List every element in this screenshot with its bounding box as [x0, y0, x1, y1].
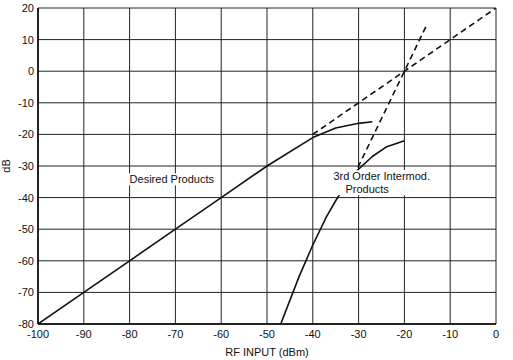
- chart-svg: -10 0 -90 -80 -70 -60 -50 -40 -30 -20 -10 0 -80 -70 -6…: [0, 0, 513, 360]
- x-tick-label: -20: [396, 328, 412, 340]
- y-grid-line: [38, 8, 496, 9]
- series-line: [281, 141, 405, 324]
- dashed-line: [313, 8, 496, 134]
- series-line: [38, 122, 372, 324]
- plot-area: [38, 8, 496, 324]
- y-tick-label: 0: [28, 65, 34, 77]
- label-background: [332, 170, 431, 195]
- x-axis-label: RF INPUT (dBm): [225, 346, 309, 358]
- y-tick-label: -60: [18, 255, 34, 267]
- x-tick-label: -60: [213, 328, 229, 340]
- y-tick-label: -40: [18, 192, 34, 204]
- x-axis-line: [38, 323, 496, 325]
- y-grid-line: [38, 292, 496, 293]
- y-tick-label: 20: [22, 2, 34, 14]
- series-label: Desired Products: [130, 173, 215, 185]
- y-grid-line: [38, 102, 496, 103]
- y-tick-label: -50: [18, 223, 34, 235]
- x-tick-label: -10: [442, 328, 458, 340]
- series-label: 3rd Order Intermod.Products: [333, 170, 430, 195]
- x-tick-label: -70: [167, 328, 183, 340]
- y-tick-label: -30: [18, 160, 34, 172]
- y-axis-label: dB: [0, 159, 12, 172]
- x-tick-label: -90: [76, 328, 92, 340]
- y-tick-label: 10: [22, 34, 34, 46]
- y-grid-line: [38, 134, 496, 135]
- dashed-line: [345, 24, 427, 195]
- y-grid-line: [38, 260, 496, 261]
- x-tick-label: -30: [351, 328, 367, 340]
- x-tick-label: -80: [122, 328, 138, 340]
- y-tick-label: -80: [18, 318, 34, 330]
- x-tick-label: 0: [493, 328, 499, 340]
- y-tick-label: -70: [18, 286, 34, 298]
- y-axis-line: [37, 8, 39, 324]
- label-background: [129, 173, 216, 185]
- y-tick-label: -20: [18, 128, 34, 140]
- x-grid-line: [38, 8, 39, 324]
- y-grid-line: [38, 324, 496, 325]
- y-grid-line: [38, 39, 496, 40]
- y-grid-line: [38, 229, 496, 230]
- x-tick-label: -50: [259, 328, 275, 340]
- grid: [38, 8, 496, 324]
- chart-container: -10 0 -90 -80 -70 -60 -50 -40 -30 -20 -10 0 -80 -70 -6…: [0, 0, 513, 360]
- y-grid-line: [38, 71, 496, 72]
- y-grid-line: [38, 197, 496, 198]
- x-tick-label: -40: [305, 328, 321, 340]
- y-tick-label: -10: [18, 97, 34, 109]
